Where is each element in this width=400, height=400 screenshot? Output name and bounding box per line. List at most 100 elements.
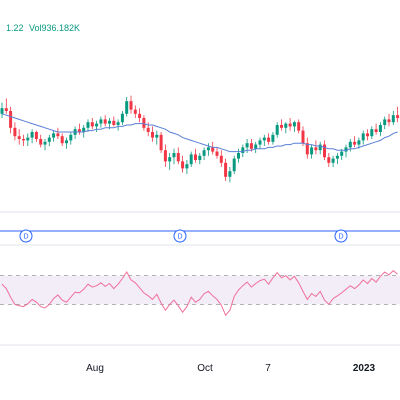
candle	[176, 147, 180, 165]
candle	[77, 123, 81, 135]
candle	[189, 151, 193, 167]
candle-body	[34, 132, 38, 139]
candle	[249, 139, 253, 152]
candle	[155, 130, 159, 145]
candle	[9, 106, 13, 134]
candle	[65, 137, 68, 149]
candle	[224, 158, 228, 181]
candle	[254, 141, 258, 153]
candle	[391, 111, 395, 125]
candle	[30, 129, 34, 144]
event-marker[interactable]: D	[19, 229, 33, 243]
candle-body	[26, 137, 30, 141]
candle-body	[284, 123, 288, 128]
candle-body	[292, 122, 296, 127]
candle-body	[22, 139, 25, 141]
candle-body	[133, 109, 137, 114]
candle-body	[52, 133, 56, 138]
legend-change-value: 1.22	[6, 23, 24, 33]
candle-body	[353, 141, 357, 145]
candle	[305, 137, 309, 159]
candle-body	[241, 147, 245, 153]
candle	[318, 141, 322, 155]
candle-body	[30, 132, 34, 138]
candle-body	[310, 147, 314, 155]
candle-body	[56, 133, 60, 137]
candle	[43, 139, 47, 151]
candle	[215, 147, 219, 159]
candle	[344, 144, 348, 158]
candle-body	[108, 120, 111, 124]
candle-body	[249, 143, 253, 149]
candle	[185, 160, 189, 174]
candle	[211, 141, 215, 155]
candle	[129, 95, 133, 114]
candle-body	[215, 151, 219, 156]
candle	[348, 139, 352, 152]
candle-body	[112, 120, 116, 125]
candle-body	[17, 136, 21, 139]
candle	[353, 136, 357, 148]
candle-body	[206, 147, 210, 151]
candle-body	[172, 153, 176, 158]
candle-body	[82, 127, 86, 132]
candle-body	[323, 144, 326, 158]
oscillator-band-fill	[0, 275, 400, 305]
candle-body	[77, 129, 81, 132]
candle-body	[176, 153, 180, 162]
x-axis-tick-label: Oct	[197, 363, 213, 374]
candle-body	[189, 154, 193, 165]
candle-body	[13, 127, 17, 137]
candle-body	[198, 155, 202, 160]
candle-body	[159, 134, 163, 151]
candle	[4, 98, 8, 114]
legend-volume: Vol936.182K	[29, 23, 80, 33]
event-marker-circle	[173, 229, 187, 243]
candle-body	[168, 157, 172, 162]
candle-body	[258, 140, 262, 145]
moving-average-line	[1, 113, 398, 153]
candle-body	[232, 158, 236, 172]
candle-body	[340, 151, 344, 156]
candle	[103, 115, 107, 127]
candle-body	[301, 130, 305, 144]
candle	[26, 133, 30, 146]
event-marker-label: D	[177, 234, 182, 241]
candle-body	[146, 127, 150, 132]
candle	[219, 150, 223, 167]
candle-body	[39, 139, 43, 145]
candle	[159, 132, 163, 153]
candle	[241, 144, 245, 158]
candle-body	[383, 119, 387, 125]
candle-body	[271, 134, 275, 142]
candle-body	[116, 122, 120, 125]
event-marker[interactable]: D	[173, 229, 187, 243]
candle-body	[262, 137, 266, 141]
candle	[151, 126, 154, 142]
candle-body	[138, 113, 142, 118]
candle-body	[86, 122, 90, 128]
candle-body	[288, 123, 292, 127]
candle	[142, 115, 146, 131]
candle	[39, 134, 43, 148]
candle	[95, 120, 99, 132]
x-axis-tick-label: 7	[265, 363, 271, 374]
candle-body	[194, 154, 197, 160]
event-marker[interactable]: D	[334, 229, 348, 243]
candle	[383, 116, 387, 130]
candle	[361, 130, 365, 145]
candle	[288, 118, 292, 131]
candle	[90, 118, 94, 130]
candle-body	[163, 150, 167, 162]
candle	[374, 123, 378, 135]
candle-body	[9, 111, 13, 128]
candle	[116, 119, 120, 131]
candle-body	[391, 115, 395, 123]
candle	[163, 144, 167, 167]
candle-body	[125, 101, 129, 114]
candle-body	[327, 157, 331, 163]
candle	[13, 122, 17, 141]
